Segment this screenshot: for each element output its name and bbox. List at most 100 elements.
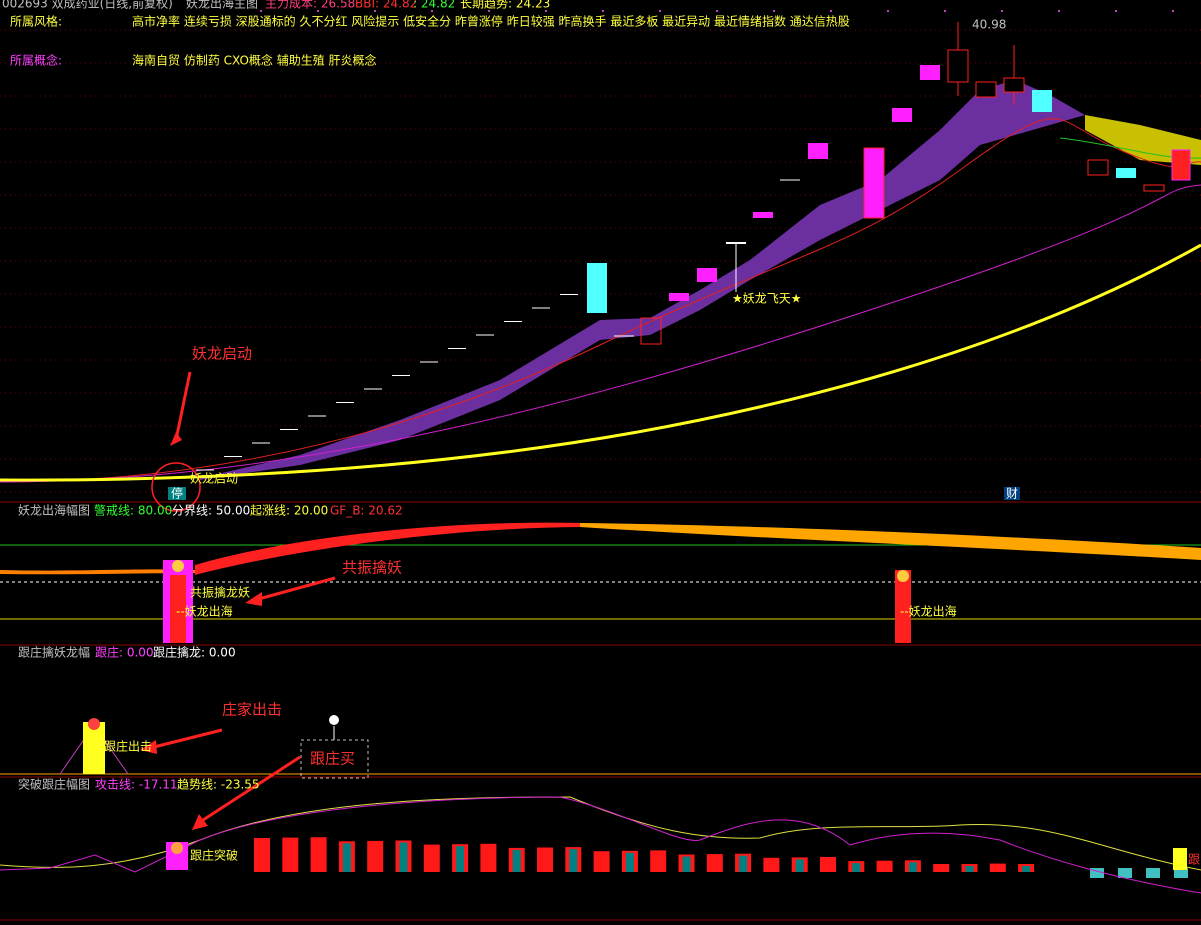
- arrow: [174, 371, 192, 441]
- bar: [820, 857, 836, 872]
- top-dot: [545, 10, 547, 12]
- icon: [88, 718, 100, 730]
- style-label: 所属风格:: [10, 14, 62, 29]
- panel-title: 突破跟庄幅图: [18, 777, 90, 792]
- panel-title: 妖龙出海幅图: [18, 503, 90, 518]
- badge: [1004, 487, 1020, 500]
- bar: [650, 850, 667, 872]
- bar: [1174, 868, 1188, 878]
- bar: [537, 847, 553, 872]
- bar: [989, 863, 1006, 872]
- bar-inner: [965, 866, 974, 872]
- arrow-head: [245, 592, 262, 606]
- strike: 跟庄出击: [104, 739, 152, 754]
- top-dot: [773, 10, 775, 12]
- top-dot: [317, 10, 319, 12]
- top-dot: [830, 10, 832, 12]
- bar-inner: [569, 849, 578, 872]
- band: [195, 522, 580, 575]
- top-dot: [1058, 10, 1060, 12]
- bbi: BBI: 24.82: [355, 0, 417, 11]
- bar-inner: [795, 859, 804, 872]
- selection-box: [300, 739, 369, 779]
- edge-label: 跟: [1188, 853, 1200, 867]
- top-dot: [944, 10, 946, 12]
- stock-name: 002693 双成药业(日线,前复权): [2, 0, 173, 11]
- bar: [876, 860, 893, 872]
- band: [0, 569, 195, 575]
- top-dot: [260, 10, 262, 12]
- bar-inner: [682, 856, 691, 872]
- divide: 分界线: 50.00: [172, 504, 250, 518]
- panel-title: 跟庄擒妖龙幅: [18, 645, 90, 660]
- cost: 主力成本: 26.58: [265, 0, 355, 11]
- follow: 跟庄: 0.00: [95, 645, 154, 660]
- signal: ★妖龙飞天★: [732, 292, 802, 306]
- top-dot: [1172, 10, 1174, 12]
- bar: [480, 843, 497, 872]
- bar-inner: [852, 863, 861, 872]
- warn: 警戒线: 80.00: [94, 503, 172, 518]
- step-dashes: [196, 179, 800, 471]
- badge: [168, 487, 186, 500]
- start-label: 妖龙启动: [190, 472, 238, 486]
- red-line: [0, 118, 1201, 483]
- trend: 趋势线: -23.55: [177, 778, 260, 792]
- badge-text: 财: [1006, 487, 1018, 501]
- purple-band: [200, 80, 1085, 480]
- arrow-head: [192, 814, 208, 830]
- bar-inner: [908, 862, 917, 872]
- bar-inner: [342, 843, 351, 872]
- breakout: 跟庄突破: [190, 848, 238, 863]
- separators: [0, 501, 1201, 921]
- bar: [254, 838, 270, 872]
- top-dot: [1001, 10, 1003, 12]
- bar-inner: [1022, 866, 1031, 872]
- bar: [593, 851, 610, 872]
- resonance: 共振擒龙妖: [190, 585, 250, 600]
- bar: [706, 854, 723, 872]
- gfb: GF_B: 20.62: [330, 504, 403, 518]
- chart-name: 妖龙出海主图: [186, 0, 258, 11]
- arrow-head: [170, 432, 182, 446]
- arrow: [254, 576, 336, 602]
- attack: 攻击线: -17.11: [95, 778, 178, 792]
- attack-line: [0, 796, 1201, 894]
- magenta-line: [0, 184, 1201, 483]
- bar: [310, 837, 327, 872]
- top-dot: [1115, 10, 1117, 12]
- top-dot: [887, 10, 889, 12]
- bar: [763, 857, 780, 872]
- top-dot: [488, 10, 490, 12]
- annotation: 共振擒妖: [342, 559, 402, 577]
- bars: [254, 837, 1188, 878]
- peak-label: 40.98: [972, 18, 1006, 32]
- bar: [1118, 868, 1132, 878]
- bar: [367, 840, 384, 872]
- bar: [1173, 848, 1187, 870]
- bar-inner: [512, 849, 521, 872]
- icon: [172, 560, 184, 572]
- annotation: 妖龙启动: [192, 345, 252, 363]
- arrow-head: [140, 740, 157, 754]
- handle: [329, 715, 339, 725]
- bar: [1090, 868, 1104, 878]
- band: [580, 523, 1201, 560]
- top-dot: [431, 10, 433, 12]
- buy-label: 跟庄买: [310, 750, 355, 768]
- top-dot: [659, 10, 661, 12]
- bar: [1146, 868, 1160, 878]
- top-dot: [602, 10, 604, 12]
- annotation: 庄家出击: [222, 701, 282, 719]
- top-dot: [716, 10, 718, 12]
- concept-label: 所属概念:: [10, 53, 62, 68]
- arrow: [199, 755, 301, 824]
- bar-inner: [456, 846, 465, 872]
- bar: [933, 864, 950, 872]
- badge-text: 停: [171, 486, 183, 501]
- bar: [423, 844, 440, 872]
- icon: [897, 570, 909, 582]
- trend: 长期趋势: 24.23: [460, 0, 550, 11]
